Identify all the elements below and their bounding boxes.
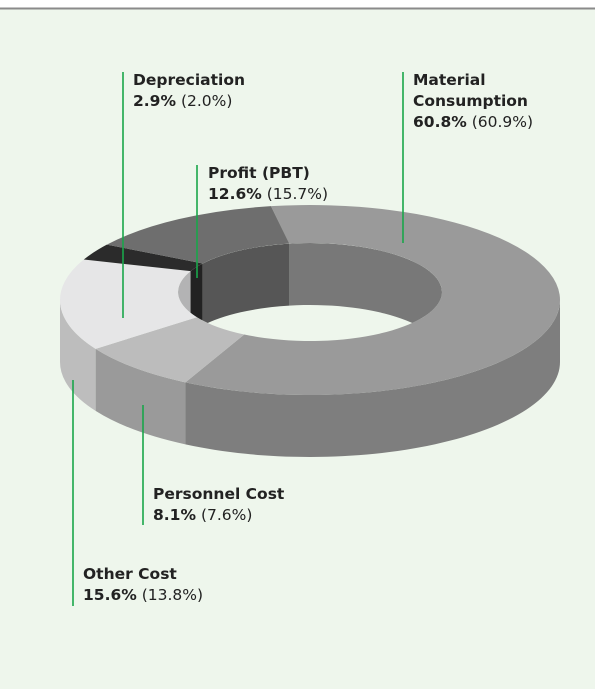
prior-value-label: (15.7%): [266, 185, 329, 203]
slice-inner-side: [202, 243, 290, 326]
category-name: Personnel Cost: [153, 485, 285, 503]
category-name: Material Consumption: [413, 71, 528, 110]
value-label: 60.8%: [413, 113, 467, 131]
value-label: 2.9%: [133, 92, 176, 110]
slice-label: Material Consumption 60.8% (60.9%): [413, 70, 553, 133]
slice-label: Personnel Cost 8.1% (7.6%): [153, 484, 373, 526]
slice: [185, 205, 561, 396]
category-name: Depreciation: [133, 71, 245, 89]
hole-walls: [178, 243, 442, 341]
value-line: 60.8% (60.9%): [413, 112, 553, 133]
value-label: 12.6%: [208, 185, 262, 203]
slice-label: Depreciation 2.9% (2.0%): [133, 70, 333, 112]
slice: [83, 244, 203, 272]
value-label: 15.6%: [83, 586, 137, 604]
slice-side: [95, 348, 186, 445]
top-band: [0, 0, 595, 8]
prior-value-label: (60.9%): [471, 113, 534, 131]
value-label: 8.1%: [153, 506, 196, 524]
slice: [59, 259, 197, 349]
prior-value-label: (7.6%): [200, 506, 253, 524]
value-line: 2.9% (2.0%): [133, 91, 333, 112]
slice-inner-side: [289, 243, 442, 341]
slice-label: Profit (PBT) 12.6% (15.7%): [208, 163, 408, 205]
slice-label: Other Cost 15.6% (13.8%): [83, 564, 303, 606]
slice: [95, 317, 245, 383]
slice: [106, 206, 290, 264]
prior-value-label: (2.0%): [180, 92, 233, 110]
value-line: 12.6% (15.7%): [208, 184, 408, 205]
category-name: Profit (PBT): [208, 164, 310, 182]
prior-value-label: (13.8%): [141, 586, 204, 604]
slice-side: [60, 300, 96, 411]
value-line: 15.6% (13.8%): [83, 585, 303, 606]
value-line: 8.1% (7.6%): [153, 505, 373, 526]
category-name: Other Cost: [83, 565, 177, 583]
slice-side: [185, 300, 560, 457]
